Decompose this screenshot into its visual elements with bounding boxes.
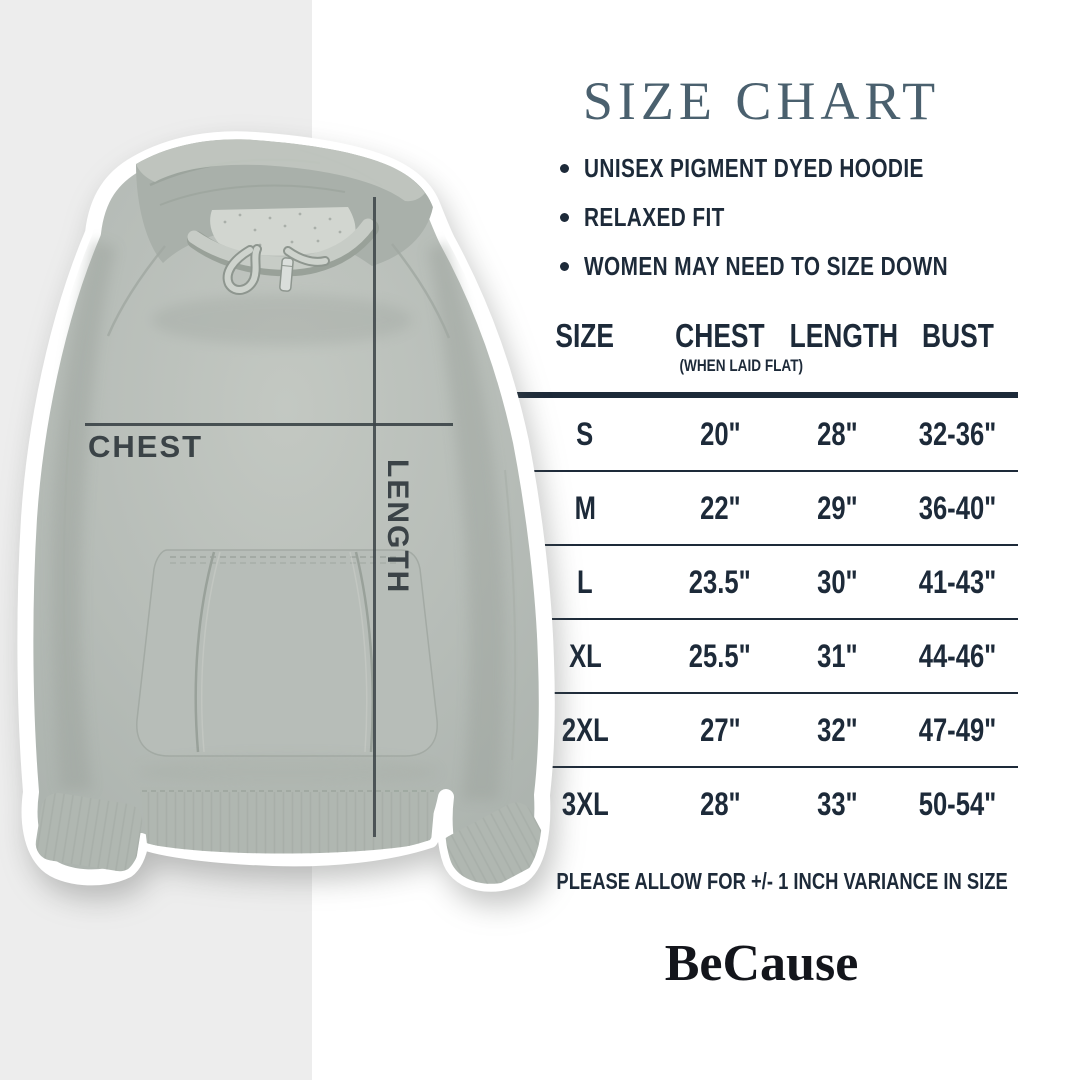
cell-bust: 50-54" <box>919 785 997 822</box>
cell-bust: 32-36" <box>919 415 997 452</box>
cell-size: S <box>576 415 594 452</box>
column-header-chest: CHEST (WHEN LAID FLAT) <box>664 317 804 376</box>
variance-note: PLEASE ALLOW FOR +/- 1 INCH VARIANCE IN … <box>556 868 1008 894</box>
cell-chest: 28" <box>699 785 741 822</box>
table-row: M 22" 29" 36-40" <box>506 472 1018 546</box>
length-measure-line <box>373 197 376 837</box>
chest-measure-line <box>85 423 453 426</box>
feature-text: WOMEN MAY NEED TO SIZE DOWN <box>584 251 949 281</box>
cell-chest: 23.5" <box>689 563 751 600</box>
column-header-size: SIZE <box>555 317 615 354</box>
table-row: S 20" 28" 32-36" <box>506 398 1018 472</box>
cell-bust: 41-43" <box>919 563 997 600</box>
feature-item: WOMEN MAY NEED TO SIZE DOWN <box>560 251 1039 282</box>
feature-list: UNISEX PIGMENT DYED HOODIE RELAXED FIT W… <box>560 153 1039 300</box>
bullet-dot-icon <box>560 213 569 222</box>
column-header-bust: BUST <box>922 317 994 354</box>
feature-text: UNISEX PIGMENT DYED HOODIE <box>584 153 924 183</box>
cell-length: 30" <box>816 563 858 600</box>
cell-bust: 36-40" <box>919 489 997 526</box>
hoodie-photo <box>0 120 560 910</box>
size-table-header: SIZE CHEST (WHEN LAID FLAT) LENGTH BUST <box>506 317 1018 392</box>
table-row: L 23.5" 30" 41-43" <box>506 546 1018 620</box>
cell-size: M <box>574 489 596 526</box>
column-header-chest-subnote: (WHEN LAID FLAT) <box>679 356 804 376</box>
feature-text: RELAXED FIT <box>584 202 725 232</box>
cell-bust: 47-49" <box>919 711 997 748</box>
cell-length: 28" <box>816 415 858 452</box>
cell-size: 2XL <box>561 711 609 748</box>
cell-chest: 25.5" <box>689 637 751 674</box>
cell-size: XL <box>568 637 602 674</box>
feature-item: UNISEX PIGMENT DYED HOODIE <box>560 153 1039 184</box>
brand-logo: BeCause <box>664 935 859 992</box>
cell-bust: 44-46" <box>919 637 997 674</box>
table-row: XL 25.5" 31" 44-46" <box>506 620 1018 694</box>
header-rule <box>506 392 1018 398</box>
table-row: 3XL 28" 33" 50-54" <box>506 768 1018 840</box>
page-title: SIZE CHART <box>582 71 941 131</box>
size-table: SIZE CHEST (WHEN LAID FLAT) LENGTH BUST … <box>506 317 1018 840</box>
cell-size: L <box>577 563 593 600</box>
cell-chest: 22" <box>699 489 741 526</box>
length-measure-label: LENGTH <box>381 459 414 595</box>
column-header-length: LENGTH <box>789 317 899 354</box>
bullet-dot-icon <box>560 164 569 173</box>
feature-item: RELAXED FIT <box>560 202 1039 233</box>
chest-measure-label: CHEST <box>88 429 204 464</box>
cell-length: 33" <box>816 785 858 822</box>
bullet-dot-icon <box>560 262 569 271</box>
table-row: 2XL 27" 32" 47-49" <box>506 694 1018 768</box>
cell-length: 32" <box>816 711 858 748</box>
cell-length: 31" <box>816 637 858 674</box>
cell-chest: 20" <box>699 415 741 452</box>
cell-size: 3XL <box>561 785 609 822</box>
cell-length: 29" <box>816 489 858 526</box>
cell-chest: 27" <box>699 711 741 748</box>
